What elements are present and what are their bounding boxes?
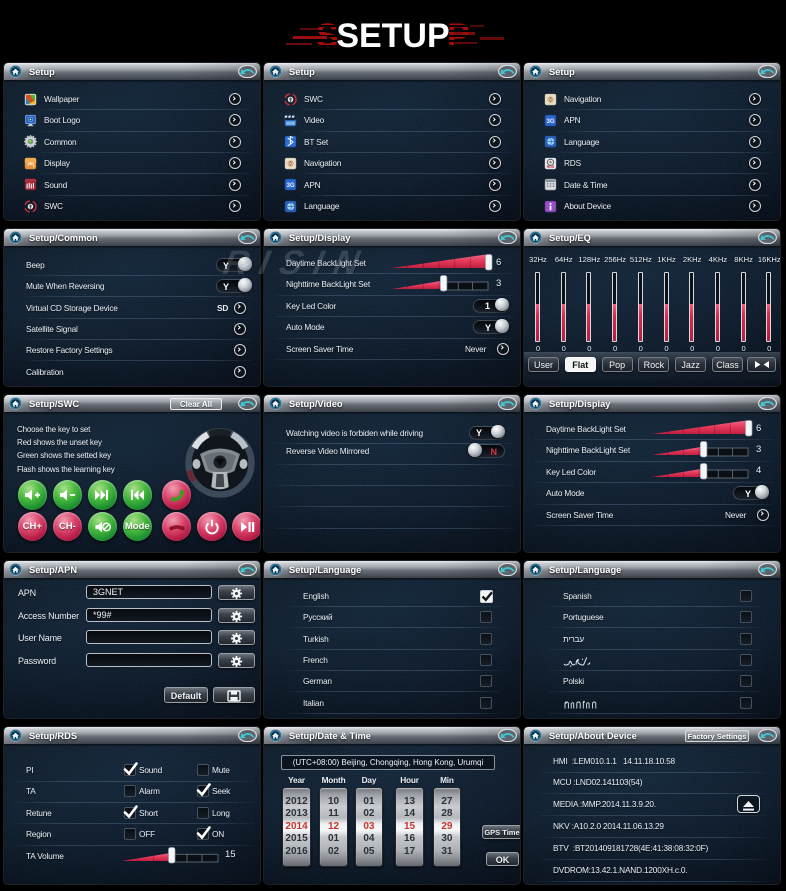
svg-text:3G: 3G: [286, 182, 294, 189]
svg-text:RDS: RDS: [547, 165, 555, 169]
svg-text:3G: 3G: [546, 118, 554, 125]
